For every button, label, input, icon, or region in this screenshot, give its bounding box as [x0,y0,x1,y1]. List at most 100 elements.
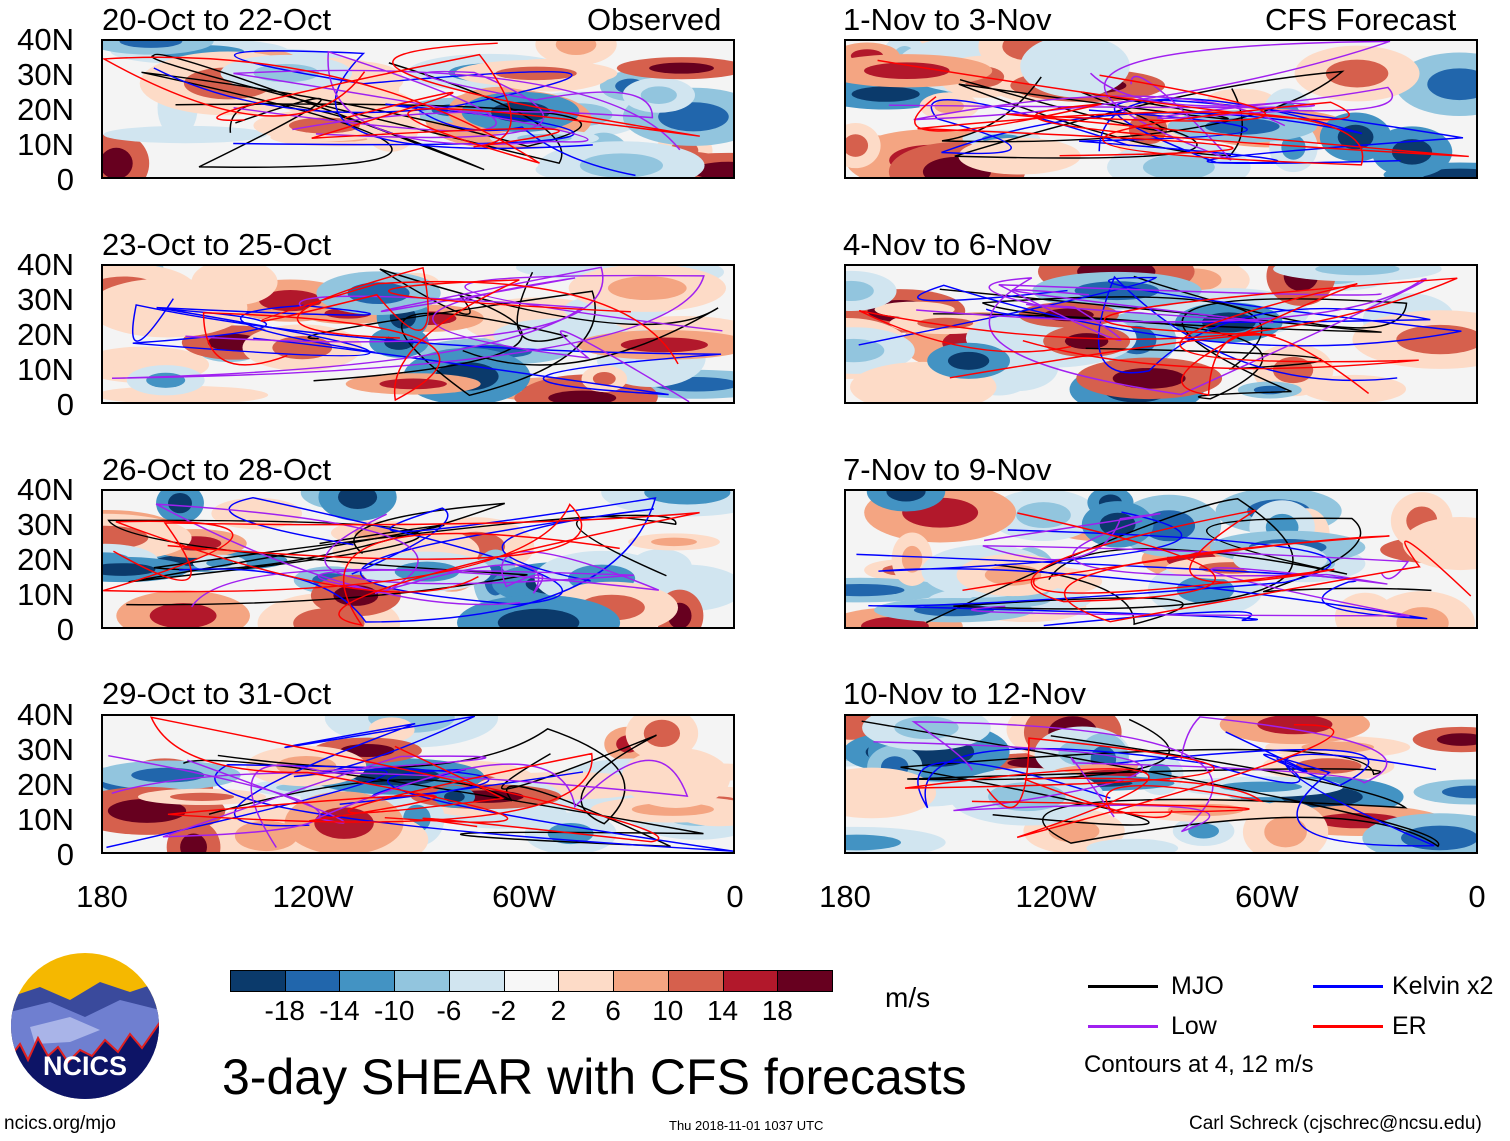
shear-anomaly-region [643,719,681,747]
shear-anomaly-region [107,798,187,823]
shear-anomaly-region [592,372,616,386]
legend-swatch-low [1088,1025,1158,1028]
shear-anomaly-region [651,537,697,547]
panel-title: 4-Nov to 6-Nov [843,227,1052,262]
shear-anomaly-region [1188,823,1219,839]
lat-label: 10N [17,127,74,162]
wave-contour [260,266,679,365]
shear-anomaly-region [851,86,920,102]
wave-contour [858,276,1462,347]
colorbar-swatch [394,970,450,992]
colorbar-label: 18 [761,995,793,1026]
lat-label: 20N [17,767,74,802]
lon-label: 0 [726,879,744,914]
shear-anomaly-region [338,491,378,510]
shear-anomaly-region [894,305,935,314]
shear-anomaly-region [144,130,227,139]
shear-anomaly-region [886,491,926,502]
lat-label: 30N [17,57,74,92]
wave-contour [1070,716,1388,818]
shear-anomaly-region [517,133,572,143]
wave-contour [933,275,1408,400]
map-panel [101,39,735,179]
lat-label: 10N [17,352,74,387]
shear-anomaly-region [1142,154,1215,177]
shear-anomaly-region [119,41,183,48]
wave-contour [132,304,376,357]
wave-contour [962,535,1472,623]
panel-title: 29-Oct to 31-Oct [102,676,332,711]
shear-anomaly-region [846,834,901,851]
figure-title: 3-day SHEAR with CFS forecasts [222,1049,967,1105]
logo-text: NCICS [43,1051,127,1081]
wave-contour [916,277,1427,396]
wave-contour [858,277,1458,379]
shear-anomaly-region [917,317,974,329]
colorbar-units: m/s [885,982,931,1013]
colorbar-label: 14 [706,995,739,1026]
wave-contour [185,266,690,402]
shear-anomaly-region [495,66,577,81]
colorbar-label: 6 [605,995,621,1026]
wave-contour [106,716,476,849]
shear-anomaly-region [103,525,149,550]
wave-contour [1079,99,1464,165]
colorbar-swatch [284,970,341,992]
shear-anomaly-region [347,282,410,305]
shear-anomaly-region [497,608,580,627]
lon-label: 120W [272,879,354,914]
shear-anomaly-region [846,280,874,301]
wave-contour [178,497,657,623]
panel-title: 23-Oct to 25-Oct [102,227,332,262]
colorbar-swatch [230,970,286,992]
shear-anomaly-region [1436,733,1476,746]
wave-contour [233,103,636,177]
wave-contour [103,42,700,164]
lat-label: 20N [17,317,74,352]
map-panel [844,264,1478,404]
colorbar-label: -18 [264,995,305,1026]
shear-anomaly-region [1401,825,1476,851]
panel-title: 7-Nov to 9-Nov [843,452,1052,487]
wave-contour [971,777,1264,819]
lon-label: 60W [492,879,556,914]
wave-contour [998,284,1382,342]
lat-label: 0 [56,837,74,872]
wave-contour [982,512,1410,580]
footer-timestamp: Thu 2018-11-01 1037 UTC [669,1118,824,1133]
shear-anomaly-region [1431,530,1476,557]
colorbar-swatch [448,970,505,992]
wave-contour [971,520,1410,617]
colorbar-label: 10 [652,995,684,1026]
shear-anomaly-region [989,146,1051,166]
colorbar-swatch [667,970,724,992]
shear-anomaly-region [1295,758,1362,774]
lat-label: 10N [17,577,74,612]
shear-anomaly-region [1264,816,1307,848]
lon-label: 0 [1468,879,1486,914]
wave-contour [233,50,681,151]
legend-swatch-mjo [1088,985,1158,988]
shear-anomaly-region [170,792,235,801]
colorbar-label: -2 [491,995,517,1026]
lat-label: 10N [17,802,74,837]
wave-contour [149,716,660,843]
shear-anomaly-region [253,63,320,83]
lat-label: 0 [56,387,74,422]
legend-label: Kelvin x2 [1392,972,1494,1000]
shear-anomaly-region [1325,59,1389,88]
shear-anomaly-region [555,41,597,55]
wave-contour [108,754,487,848]
panel-title: 1-Nov to 3-Nov [843,2,1052,37]
panel-title: 10-Nov to 12-Nov [843,676,1086,711]
map-panel [101,264,735,404]
map-panel [101,714,735,854]
shear-anomaly-region [988,782,1066,812]
wave-contour [941,70,1345,159]
wave-contour [939,288,1382,370]
shear-anomaly-region [846,338,885,363]
shear-anomaly-region [180,833,207,852]
lon-label: 60W [1235,879,1299,914]
panel-tag-observed: Observed [587,2,722,37]
wave-contour [1048,517,1432,593]
